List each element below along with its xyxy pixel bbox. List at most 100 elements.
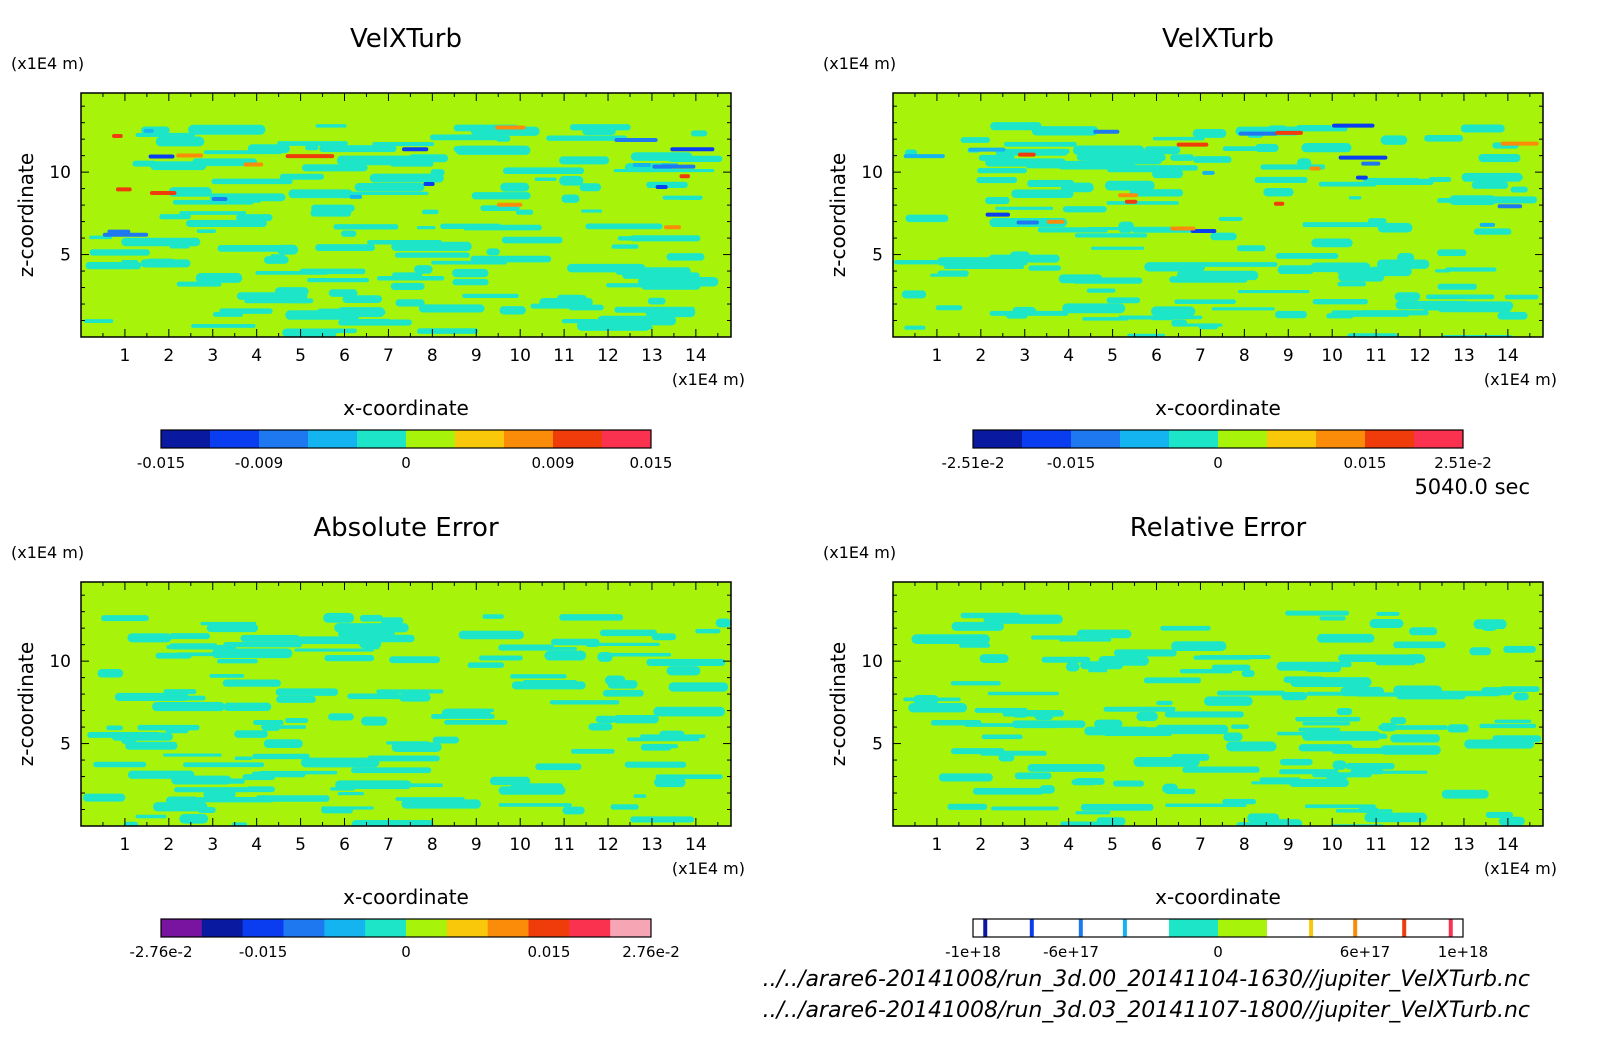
x-tick-label: 13 [641,835,663,855]
field-patch [389,656,441,664]
field-patch [1011,189,1074,199]
field-patch [395,797,465,801]
plot-frame [80,92,732,338]
field-patch [89,249,150,256]
field-patch [715,618,731,628]
field-patch [277,141,348,146]
x-tick-label: 14 [685,835,707,855]
y-tick-label: 10 [49,652,71,672]
field-accent [1124,199,1138,204]
chart-panel-2: VelXTurb(x1E4 m)1 2 3 4 5 6 7 8 9 10 11 12 13 14510(x… [823,24,1557,472]
colorbar-tick-label: -2.76e-2 [130,943,193,961]
field-patch [83,319,114,324]
field-patch [1031,126,1099,136]
field-patch [1218,216,1243,221]
field-patch [300,757,380,768]
x-axis-label: x-coordinate [1155,396,1281,420]
field-patch [960,137,991,143]
field-patch [630,152,693,161]
x-tick-label: 8 [1239,835,1250,855]
field-accent [1497,204,1523,209]
field-patch [234,730,268,738]
field-patch [903,697,961,702]
field-patch [305,145,319,151]
field-patch [557,294,583,302]
colorbar-swatch [455,430,505,448]
y-tick-label: 10 [861,652,883,672]
colorbar-marker [983,919,988,937]
field-patch [176,652,250,657]
field-patch [82,793,126,802]
field-patch [523,647,577,651]
x-tick-label: 12 [1409,835,1431,855]
x-tick-label: 8 [1239,346,1250,366]
field-patch [603,652,672,657]
colorbar-tick-label: 2.76e-2 [622,943,680,961]
x-tick-label: 14 [685,346,707,366]
field-accent [401,147,429,152]
y-tick-label: 5 [60,246,71,266]
field-patch [1225,741,1277,752]
field-patch [127,633,172,643]
field-patch [223,702,272,711]
field-patch [1395,300,1470,310]
field-patch [1113,780,1145,787]
x-tick-label: 11 [553,346,575,366]
x-axis-label: x-coordinate [1155,885,1281,909]
field-patch [185,219,267,227]
colorbar-tick-label: -0.015 [239,943,287,961]
colorbar-swatch [1022,919,1072,937]
field-patch [991,806,1059,811]
field-patch [422,209,439,215]
field-patch [333,224,399,230]
field-patch [1250,822,1277,826]
field-accent [495,125,526,130]
chart-panel-4: Relative Error(x1E4 m)1 2 3 4 5 6 7 8 9 10 11 12 13 1… [823,513,1557,961]
field-patch [1141,315,1203,320]
colorbar-swatch [242,919,284,937]
x-axis-label: x-coordinate [343,885,469,909]
field-patch [169,643,218,650]
colorbar-swatch [357,430,407,448]
field-accent [663,225,682,230]
x-tick-label: 7 [383,346,394,366]
colorbar-swatch [365,919,407,937]
field-patch [1276,661,1339,671]
field-patch [1027,179,1075,188]
x-tick-label: 9 [1283,835,1294,855]
field-patch [1254,176,1308,184]
field-patch [188,124,266,135]
field-accent [1238,131,1278,136]
field-patch [252,753,310,760]
field-patch [1492,735,1542,743]
field-patch [938,773,993,782]
colorbar-tick-label: 0 [1213,454,1223,472]
field-patch [321,806,374,810]
field-patch [222,679,281,687]
field-texture [82,612,731,826]
field-patch [211,178,293,185]
field-patch [276,695,316,703]
field-patch [1437,249,1467,257]
x-tick-label: 2 [163,346,174,366]
field-patch [1393,641,1446,649]
field-patch [972,787,1044,795]
field-patch [998,753,1015,762]
field-patch [153,802,208,812]
field-patch [908,703,968,713]
field-patch [159,214,191,220]
field-patch [1497,311,1528,320]
colorbar-swatch [602,430,652,448]
chart-title: VelXTurb [350,24,462,54]
field-patch [123,821,139,826]
field-patch [1409,627,1438,636]
field-patch [168,633,211,640]
field-patch [414,265,433,274]
field-patch [282,328,337,337]
x-tick-label: 2 [163,835,174,855]
time-label: 5040.0 sec [1414,475,1530,499]
field-patch [592,642,660,647]
colorbar-tick-label: -1e+18 [945,943,1001,961]
x-tick-label: 4 [1063,835,1074,855]
